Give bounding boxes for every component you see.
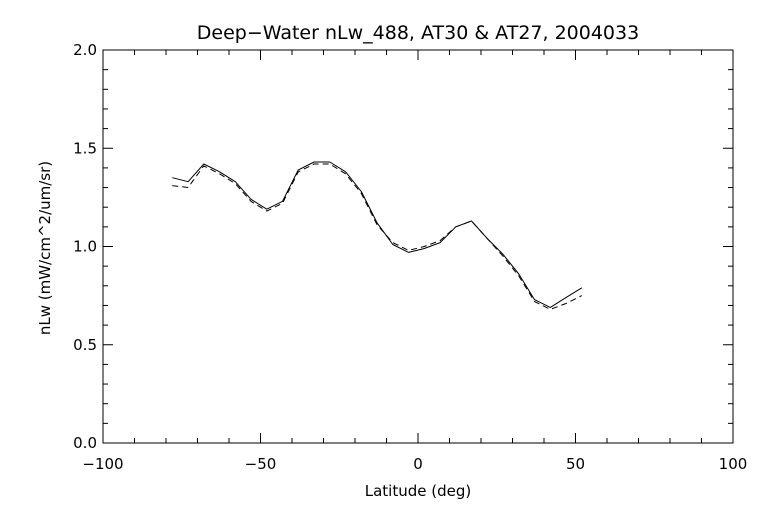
x-axis-label: Latitude (deg) [365,482,471,500]
y-tick-label: 1.0 [73,238,97,256]
y-tick-label: 0.5 [73,336,97,354]
series-group [172,161,583,310]
series-line-2 [172,163,583,310]
x-tick-label: −50 [245,455,277,473]
y-axis-label: nLw (mW/cm^2/um/sr) [36,161,54,335]
tick-labels: −100 −50 0 50 100 0.0 0.5 1.0 1.5 2.0 [73,41,747,473]
x-tick-label: −100 [82,455,123,473]
x-tick-label: 50 [566,455,585,473]
plot-frame [102,49,734,444]
y-tick-label: 0.0 [73,434,97,452]
axis-ticks [102,49,734,444]
y-tick-label: 1.5 [73,139,97,157]
y-tick-label: 2.0 [73,41,97,59]
x-tick-label: 0 [413,455,423,473]
x-tick-label: 100 [719,455,748,473]
chart-title: Deep−Water nLw_488, AT30 & AT27, 2004033 [197,22,639,44]
series-line-1 [172,161,583,308]
